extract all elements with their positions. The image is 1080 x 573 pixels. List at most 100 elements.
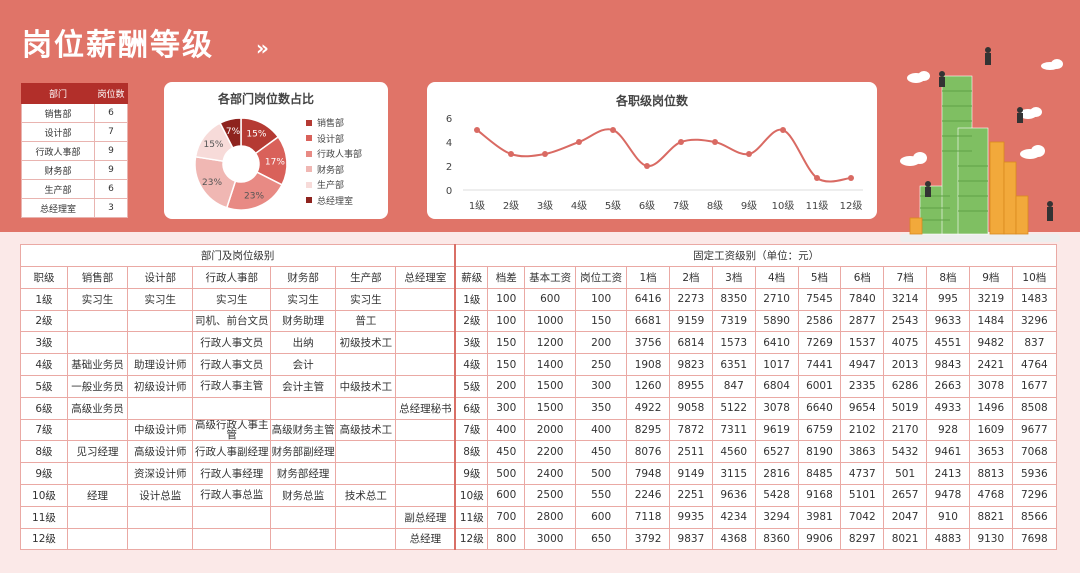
table-cell: 150: [575, 309, 628, 333]
table-cell: 实习生: [192, 287, 271, 311]
pie-slice-label: 17%: [265, 157, 285, 167]
table-cell: [335, 505, 397, 529]
table-cell: 8021: [883, 527, 928, 551]
dept-count-cell: 6: [94, 179, 128, 199]
table-cell: 8508: [1011, 396, 1058, 420]
table-cell: 2421: [968, 353, 1013, 376]
table-row: 2级 司机、前台文员 财务助理 普工 2级 100 1000 150 6681 9159 7319 5…: [20, 309, 1058, 333]
table-cell: 1400: [524, 353, 577, 376]
table-row: 销售部 6: [21, 103, 128, 123]
data-point: [678, 139, 684, 145]
table-cell: 高级业务员: [66, 396, 129, 420]
table-cell: 资深设计师: [127, 462, 194, 485]
table-cell: 4234: [711, 505, 756, 529]
table-cell: 5级: [454, 374, 489, 398]
table-cell: [395, 374, 456, 398]
table-cell: 8076: [626, 440, 670, 464]
table-cell: 2013: [883, 353, 928, 376]
table-cell: 高级技术工: [335, 418, 397, 442]
table-cell: [269, 396, 337, 420]
table-cell: 行政人事主管: [192, 374, 271, 398]
table-cell: 3294: [754, 505, 799, 529]
table-cell: 6级: [454, 396, 489, 420]
table-cell: 行政人事副经理: [192, 440, 271, 464]
table-cell: 6级: [20, 396, 68, 420]
table-cell: 1483: [1011, 287, 1058, 311]
table-cell: 7118: [626, 505, 670, 529]
dept-count-cell: 9: [94, 160, 128, 180]
group-header-row: 部门及岗位级别 固定工资级别（单位：元）: [20, 244, 1058, 267]
table-cell: 800: [487, 527, 526, 551]
column-header: 设计部: [127, 266, 194, 289]
table-cell: [66, 309, 129, 333]
legend-item: 总经理室: [306, 193, 362, 209]
table-cell: 4368: [711, 527, 756, 551]
table-cell: 8350: [711, 287, 756, 311]
table-cell: 初级设计师: [127, 374, 194, 398]
data-point: [848, 175, 854, 181]
table-cell: 400: [575, 418, 628, 442]
table-cell: 8821: [968, 505, 1013, 529]
column-header-row: 职级 销售部 设计部 行政人事部 财务部 生产部 总经理室 薪级 档差 基本工资 岗位工资 1档 2档 3…: [20, 266, 1058, 289]
legend-label: 设计部: [317, 134, 345, 145]
table-cell: 出纳: [269, 331, 337, 355]
table-cell: 6804: [754, 374, 799, 398]
table-cell: 6527: [754, 440, 799, 464]
table-cell: 7948: [626, 462, 670, 485]
table-cell: 2511: [668, 440, 713, 464]
y-tick-label: 2: [446, 162, 452, 173]
table-row: 7级 中级设计师 高级行政人事主管 高级财务主管 高级技术工 7级 400 2000 400 82…: [20, 418, 1058, 442]
legend-swatch: [306, 197, 312, 204]
table-cell: 9654: [840, 396, 885, 420]
table-row: 10级 经理 设计总监 行政人事总监 财务总监 技术总工 10级 600 2500 550 2246…: [20, 483, 1058, 507]
table-cell: [127, 505, 194, 529]
table-cell: 501: [883, 462, 928, 485]
table-cell: 2047: [883, 505, 928, 529]
legend-label: 财务部: [317, 165, 345, 176]
table-cell: 10级: [20, 483, 68, 507]
table-cell: [192, 505, 271, 529]
table-cell: 200: [487, 374, 526, 398]
line-chart-title: 各职级岗位数: [615, 94, 688, 108]
table-cell: 2710: [754, 287, 799, 311]
table-cell: 2170: [883, 418, 928, 442]
column-header: 6档: [840, 266, 885, 289]
table-cell: 9130: [968, 527, 1013, 551]
table-cell: 7441: [797, 353, 842, 376]
table-cell: 1609: [968, 418, 1013, 442]
table-cell: 实习生: [66, 287, 129, 311]
table-cell: 9906: [797, 527, 842, 551]
table-cell: 7840: [840, 287, 885, 311]
y-tick-label: 6: [446, 114, 452, 125]
table-cell: 2102: [840, 418, 885, 442]
table-cell: 450: [487, 440, 526, 464]
x-tick-label: 8级: [707, 200, 723, 212]
dept-count-cell: 6: [94, 103, 128, 123]
table-cell: 9级: [454, 462, 489, 485]
table-cell: 10级: [454, 483, 489, 507]
group-header-right: 固定工资级别（单位：元）: [454, 244, 1058, 267]
table-cell: 2877: [840, 309, 885, 333]
column-header: 2档: [668, 266, 713, 289]
table-cell: 3级: [454, 331, 489, 355]
legend-swatch: [306, 150, 312, 157]
table-cell: 9461: [926, 440, 970, 464]
table-cell: [192, 396, 271, 420]
table-cell: 11级: [20, 505, 68, 529]
table-cell: [335, 353, 397, 376]
data-point: [814, 175, 820, 181]
table-cell: 9058: [668, 396, 713, 420]
data-point: [610, 127, 616, 133]
table-cell: 2543: [883, 309, 928, 333]
table-cell: 650: [575, 527, 628, 551]
pie-slice-label: 15%: [246, 130, 266, 140]
data-point: [644, 163, 650, 169]
table-cell: [127, 396, 194, 420]
table-cell: 1496: [968, 396, 1013, 420]
dept-summary-body: 销售部 6 设计部 7 行政人事部 9 财务部 9 生产部 6 总经理室 3: [21, 103, 128, 218]
table-cell: 7545: [797, 287, 842, 311]
table-cell: 2657: [883, 483, 928, 507]
column-header: 岗位工资: [575, 266, 628, 289]
table-cell: 1500: [524, 374, 577, 398]
table-cell: [66, 527, 129, 551]
